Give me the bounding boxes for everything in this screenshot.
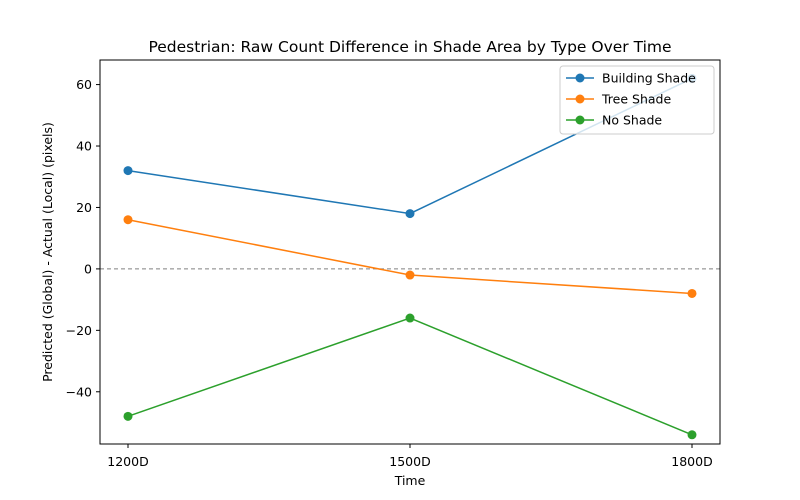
data-point-tree-shade-1800d [687,288,697,298]
x-axis-label: Time [394,473,426,488]
data-point-building-shade-1500d [405,209,415,219]
data-point-building-shade-1200d [123,166,133,176]
y-tick-label: 0 [84,261,92,276]
legend-marker-no-shade [575,115,585,125]
legend-marker-tree-shade [575,94,585,104]
data-point-tree-shade-1500d [405,270,415,280]
y-axis: −40 −20 0 20 40 60 [66,77,100,399]
series-line-no-shade [127,317,693,436]
x-axis: 1200D 1500D 1800D [107,444,713,469]
legend: Building Shade Tree Shade No Shade [559,65,715,135]
x-tick-label: 1800D [671,454,712,469]
legend-label-no-shade: No Shade [602,113,662,128]
data-point-no-shade-1200d [123,411,133,421]
chart-title: Pedestrian: Raw Count Difference in Shad… [148,38,671,56]
y-tick-label: 60 [76,77,92,92]
legend-label-building-shade: Building Shade [602,71,696,86]
x-tick-label: 1500D [389,454,430,469]
legend-label-tree-shade: Tree Shade [601,92,671,107]
y-tick-label: −40 [66,384,92,399]
series-line-tree-shade [127,219,693,295]
y-tick-label: 40 [76,139,92,154]
legend-marker-building-shade [575,73,585,83]
data-point-no-shade-1800d [687,430,697,440]
y-tick-label: 20 [76,200,92,215]
data-point-no-shade-1500d [405,313,415,323]
x-tick-label: 1200D [107,454,148,469]
data-point-tree-shade-1200d [123,215,133,225]
legend-box [559,65,715,135]
y-axis-label: Predicted (Global) - Actual (Local) (pix… [40,122,55,382]
y-tick-label: −20 [66,323,92,338]
